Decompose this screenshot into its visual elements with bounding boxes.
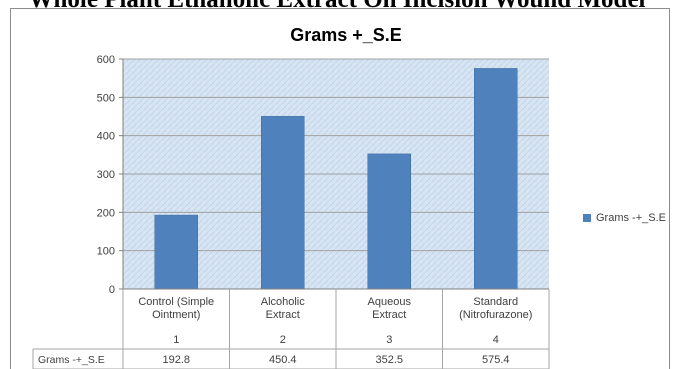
y-tick-label: 500 <box>97 92 115 104</box>
data-table: Control (SimpleOintment)1192.8AlcoholicE… <box>32 289 550 369</box>
bar <box>154 214 198 290</box>
bar <box>474 68 518 290</box>
y-tick-label: 100 <box>97 246 115 258</box>
x-tick-label: Alcoholic <box>261 296 306 308</box>
category-number: 1 <box>173 334 179 346</box>
bars <box>154 68 518 290</box>
x-tick-label: Ointment) <box>152 309 200 321</box>
data-label: 192.8 <box>162 354 190 366</box>
bar <box>261 116 305 290</box>
category-number: 4 <box>493 334 499 346</box>
legend-label: Grams -+_S.E <box>596 212 666 224</box>
x-tick-label: Control (Simple <box>138 296 214 308</box>
data-label: 450.4 <box>269 354 297 366</box>
x-tick-label: (Nitrofurazone) <box>459 309 532 321</box>
chart-frame: Grams +_S.E 0 100 200 300 400 500 600 Control … <box>10 8 670 369</box>
chart-title: Grams +_S.E <box>290 25 402 45</box>
x-tick-label: Extract <box>266 309 300 321</box>
bar-chart: Grams +_S.E 0 100 200 300 400 500 600 Control … <box>32 25 550 369</box>
series-name: Grams -+_S.E <box>38 354 105 366</box>
y-tick-label: 300 <box>97 169 115 181</box>
legend-swatch <box>583 214 591 222</box>
category-number: 3 <box>386 334 392 346</box>
category-number: 2 <box>280 334 286 346</box>
x-tick-label: Standard <box>473 296 518 308</box>
data-label: 575.4 <box>482 354 510 366</box>
y-tick-label: 0 <box>109 284 115 296</box>
y-tick-label: 600 <box>97 54 115 66</box>
x-tick-label: Aqueous <box>368 296 412 308</box>
data-label: 352.5 <box>375 354 403 366</box>
y-tick-label: 200 <box>97 207 115 219</box>
legend: Grams -+_S.E <box>583 212 666 224</box>
bar <box>367 153 411 290</box>
y-tick-label: 400 <box>97 131 115 143</box>
x-tick-label: Extract <box>372 309 406 321</box>
